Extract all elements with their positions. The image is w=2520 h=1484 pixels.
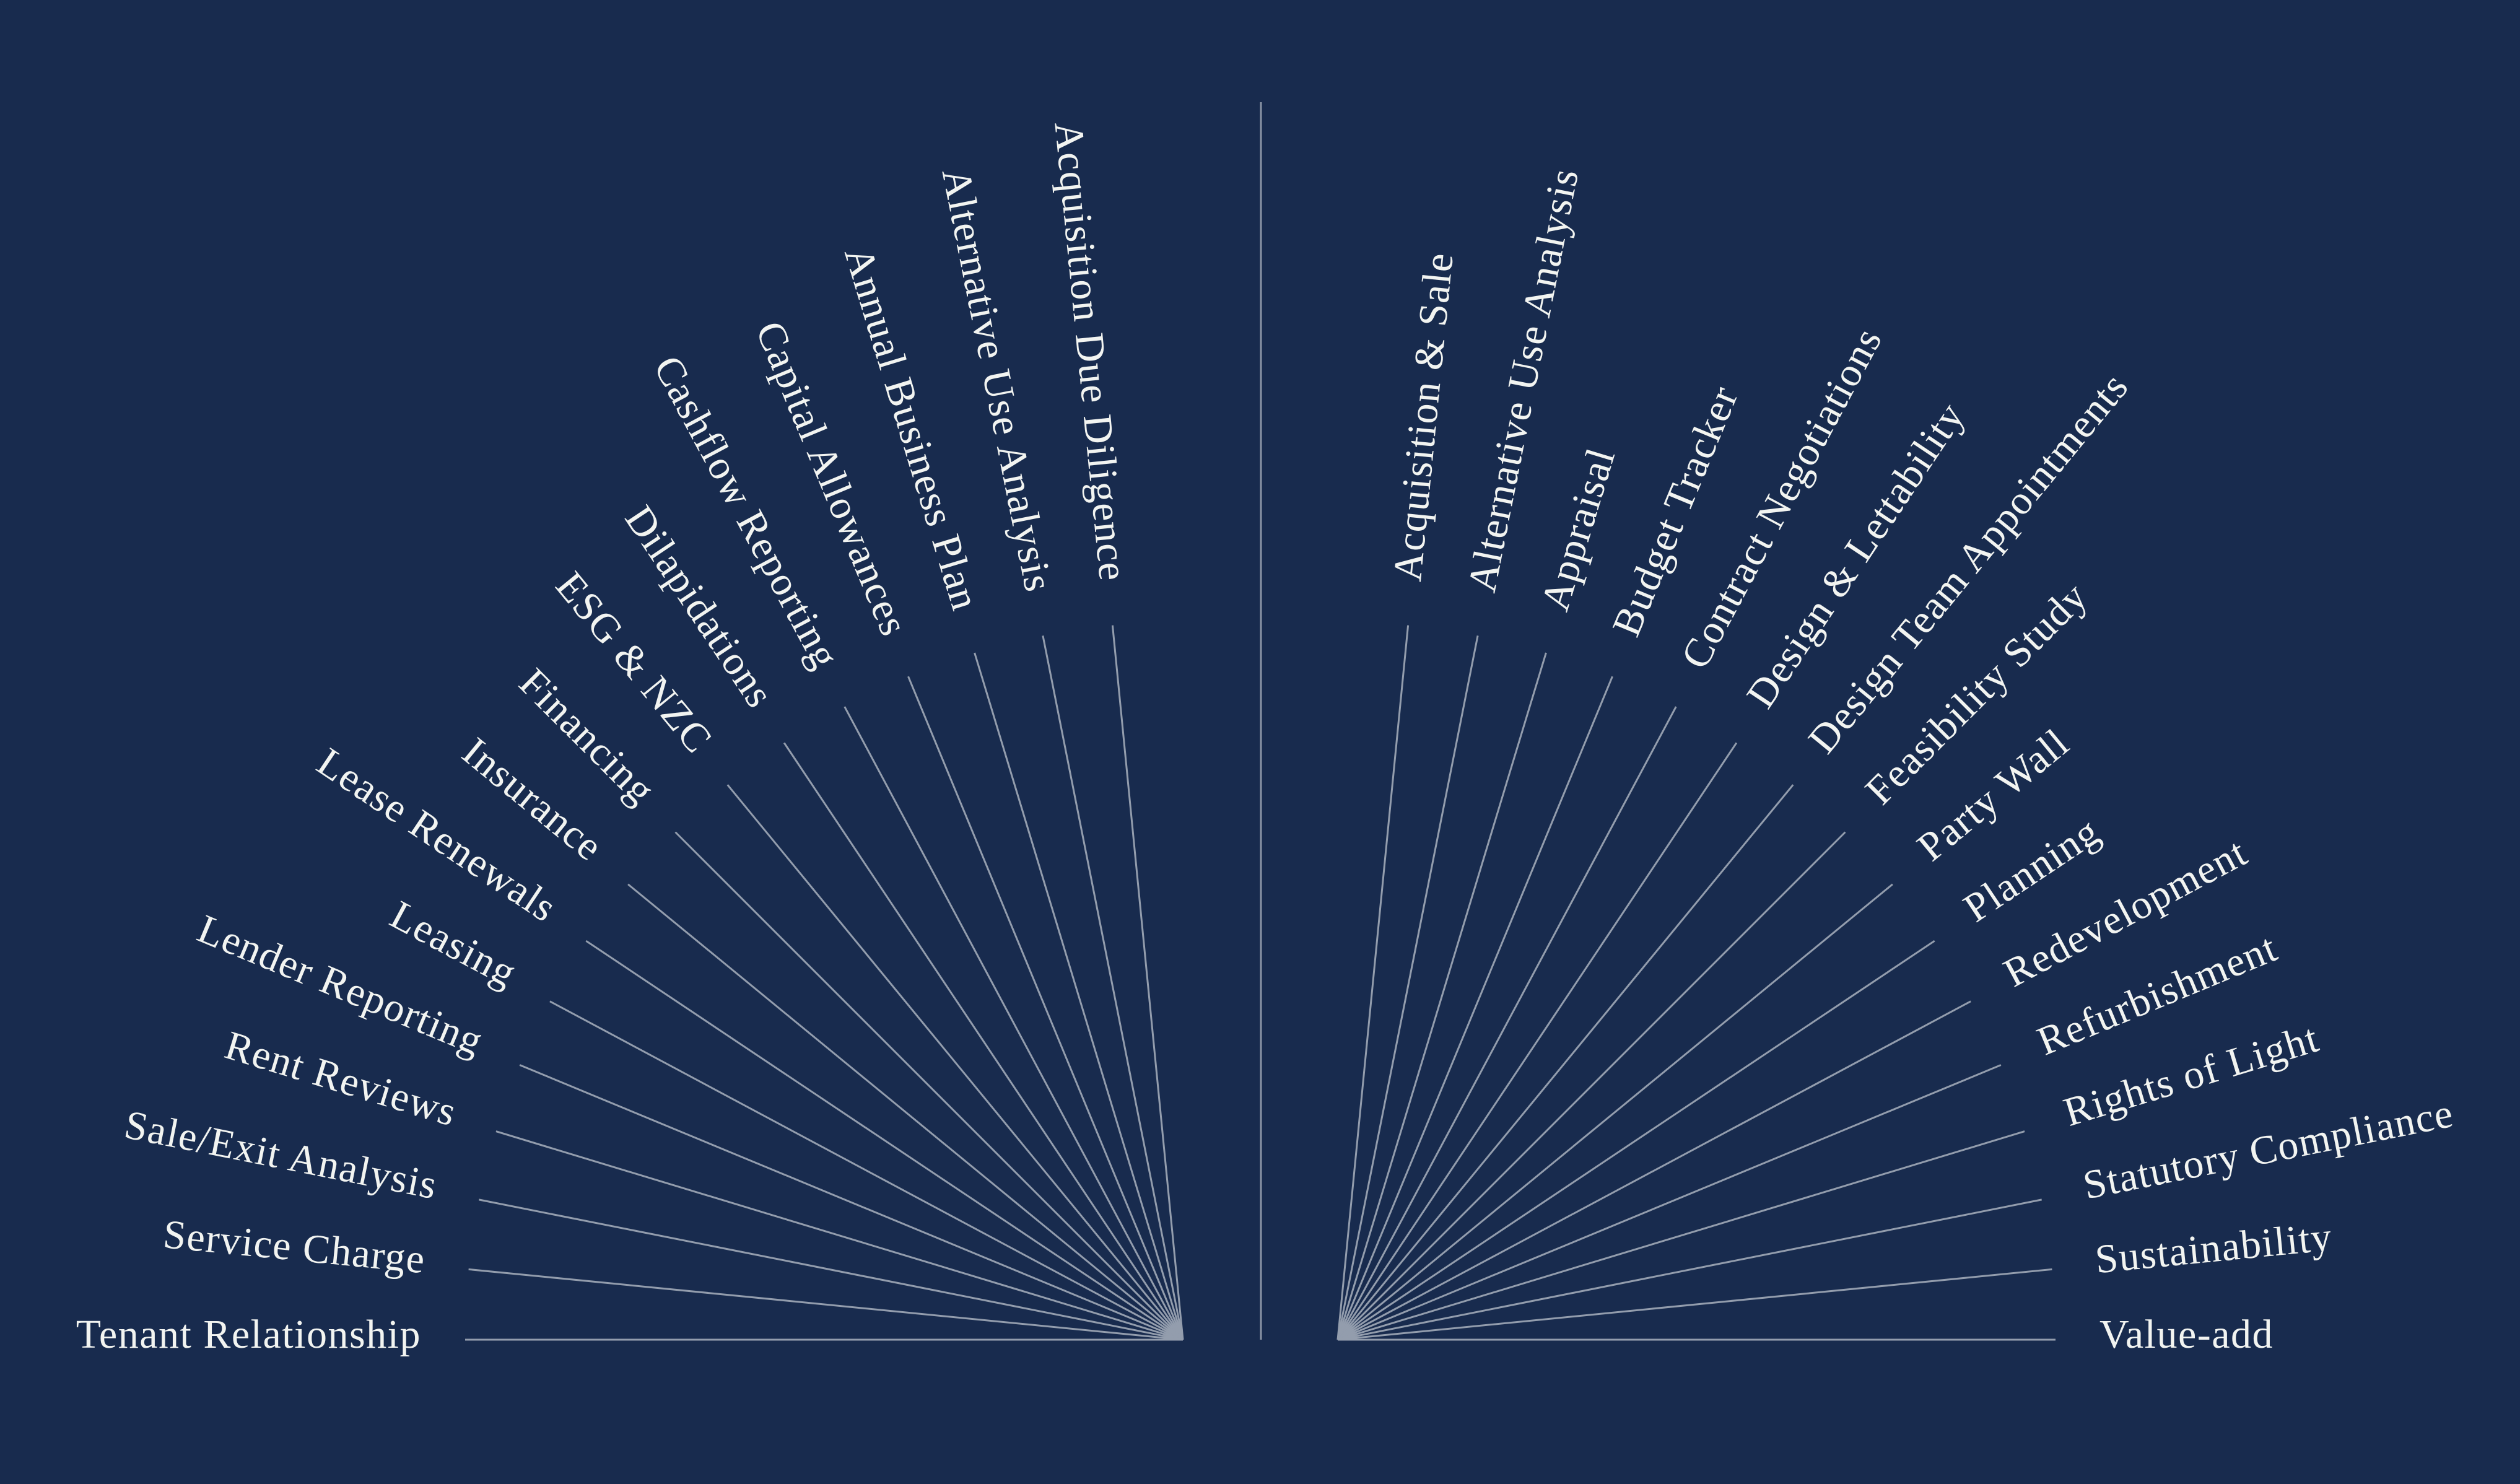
fan-label: Tenant Relationship xyxy=(76,1312,421,1357)
fan-ray xyxy=(1111,625,1184,1340)
fan-ray xyxy=(1336,742,1738,1340)
fan-ray xyxy=(468,1268,1184,1341)
fan-ray xyxy=(519,1064,1184,1341)
fan-ray xyxy=(1336,635,1479,1340)
fan-ray xyxy=(907,676,1184,1340)
fan-ray xyxy=(844,706,1184,1340)
fan-label: Acquisition Due Diligence xyxy=(1045,120,1136,583)
fan-ray xyxy=(1336,784,1794,1340)
fan-ray xyxy=(1042,635,1184,1340)
fan-ray xyxy=(495,1130,1184,1341)
fan-ray xyxy=(974,652,1184,1340)
fan-ray xyxy=(1336,625,1410,1340)
fan-ray xyxy=(585,940,1184,1341)
fan-label: Value-add xyxy=(2099,1312,2274,1357)
fan-label: Acquisition & Sale xyxy=(1385,250,1462,583)
fan-label: Service Charge xyxy=(161,1211,427,1282)
fan-ray xyxy=(1337,1000,1971,1341)
fan-label: Feasibility Study xyxy=(1857,574,2096,813)
fan-ray xyxy=(1337,1064,2002,1341)
fan-label: Appraisal xyxy=(1532,443,1624,616)
fan-ray xyxy=(1337,1198,2042,1341)
fan-label: Leasing xyxy=(383,892,524,996)
fan-ray xyxy=(674,831,1184,1341)
fan-ray xyxy=(1336,652,1547,1340)
fan-ray xyxy=(783,742,1184,1340)
fan-ray xyxy=(1337,940,1935,1341)
fan-ray xyxy=(1337,883,1893,1341)
fan-ray xyxy=(1337,1130,2025,1341)
fan-label: Sustainability xyxy=(2093,1214,2334,1282)
fan-ray xyxy=(1336,676,1613,1340)
fan-ray xyxy=(479,1198,1184,1341)
fan-ray xyxy=(627,883,1184,1341)
fan-ray xyxy=(726,784,1184,1340)
fan-ray xyxy=(549,1000,1184,1341)
fan-ray xyxy=(1336,831,1846,1341)
fan-ray xyxy=(1336,706,1677,1340)
fan-ray xyxy=(1337,1268,2052,1341)
